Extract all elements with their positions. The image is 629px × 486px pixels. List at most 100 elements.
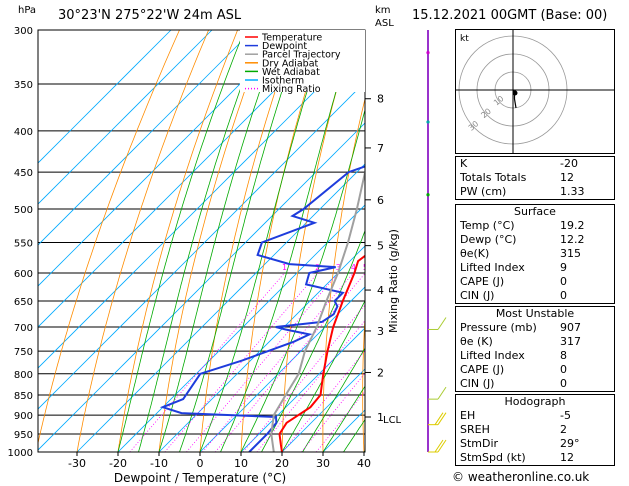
indices-box: K -20 Totals Totals 12 PW (cm) 1.33 bbox=[455, 156, 615, 200]
wind-barb-flag bbox=[434, 439, 444, 453]
index-row: CAPE (J) 0 bbox=[456, 363, 614, 377]
legend-background bbox=[240, 30, 365, 92]
legend-entry: Isotherm bbox=[262, 76, 304, 87]
wind-barb-flag bbox=[437, 439, 447, 453]
temperature-tick-label: 20 bbox=[275, 457, 289, 470]
isotherm-line bbox=[38, 30, 336, 328]
index-label: Lifted Index bbox=[460, 261, 525, 274]
height-unit-label-asl: ASL bbox=[375, 18, 394, 29]
mixing-ratio-label: 10 bbox=[399, 263, 409, 272]
index-label: CAPE (J) bbox=[460, 363, 505, 376]
pressure-tick-label: 1000 bbox=[8, 448, 33, 459]
wind-marker bbox=[426, 193, 430, 197]
index-label: θe(K) bbox=[460, 247, 490, 260]
mixing-ratio-label: 2 bbox=[315, 263, 320, 272]
height-tick-label: 4 bbox=[377, 284, 384, 297]
mixing-ratio-label: 4 bbox=[351, 263, 356, 272]
mixing-ratio-label: 3 bbox=[336, 263, 341, 272]
temperature-tick-label: -30 bbox=[68, 457, 86, 470]
isotherm-line bbox=[240, 327, 365, 452]
legend-entry: Temperature bbox=[261, 33, 322, 44]
temperature-line bbox=[278, 254, 365, 452]
index-value: -20 bbox=[560, 157, 578, 170]
dry-adiabat-line bbox=[76, 30, 209, 452]
dry-adiabat-line bbox=[158, 30, 268, 452]
legend-entry: Wet Adiabat bbox=[262, 67, 320, 78]
height-tick-label: 6 bbox=[377, 194, 384, 207]
mixing-ratio-line bbox=[282, 350, 365, 452]
legend-entry: Mixing Ratio bbox=[262, 84, 321, 95]
wet-adiabat-line bbox=[261, 229, 365, 452]
index-value: 8 bbox=[560, 349, 567, 362]
wind-barb-flag bbox=[434, 412, 444, 425]
isotherm-line bbox=[76, 163, 365, 452]
height-unit-label: km bbox=[375, 5, 391, 16]
height-tick-label: 7 bbox=[377, 142, 384, 155]
isotherm-line bbox=[38, 81, 365, 410]
index-row: Temp (°C) 19.2 bbox=[456, 219, 614, 233]
dry-adiabat-line bbox=[322, 97, 365, 452]
legend-entry: Parcel Trajectory bbox=[262, 50, 341, 61]
index-value: 315 bbox=[560, 247, 581, 260]
pressure-tick-label: 750 bbox=[14, 347, 33, 358]
lcl-label: LCL bbox=[383, 415, 402, 426]
index-value: 907 bbox=[560, 321, 581, 334]
pressure-tick-label: 850 bbox=[14, 391, 33, 402]
legend-entry: Dry Adiabat bbox=[262, 58, 319, 69]
mixing-ratio-label: 1 bbox=[282, 263, 287, 272]
dry-adiabat-line bbox=[362, 311, 365, 452]
wet-adiabat-line bbox=[220, 30, 355, 452]
wet-adiabat-line bbox=[179, 30, 303, 452]
index-label: CAPE (J) bbox=[460, 275, 505, 288]
footer-credit: © weatheronline.co.uk bbox=[452, 470, 590, 484]
x-axis-label: Dewpoint / Temperature (°C) bbox=[114, 471, 286, 485]
isotherm-line bbox=[38, 30, 213, 205]
isotherm-line bbox=[38, 122, 365, 451]
index-label: CIN (J) bbox=[460, 377, 495, 390]
section-title: Most Unstable bbox=[495, 307, 575, 320]
mixing-ratio-label: 5 bbox=[363, 263, 368, 272]
index-label: Lifted Index bbox=[460, 349, 525, 362]
index-value: 12.2 bbox=[560, 233, 585, 246]
dry-adiabat-line bbox=[401, 30, 441, 452]
pressure-tick-label: 350 bbox=[14, 80, 33, 91]
wet-adiabat-line bbox=[158, 30, 282, 452]
index-row: θe (K) 317 bbox=[456, 335, 614, 349]
dewpoint-line bbox=[159, 165, 365, 452]
index-label: CIN (J) bbox=[460, 289, 495, 302]
pressure-tick-label: 300 bbox=[14, 26, 33, 37]
dry-adiabat-line bbox=[38, 30, 180, 445]
index-value: -5 bbox=[560, 409, 571, 422]
wind-barb-flag bbox=[437, 386, 447, 400]
mixing-ratio-line bbox=[186, 272, 339, 452]
isotherm-line bbox=[199, 286, 365, 452]
index-row: θe(K) 315 bbox=[456, 247, 614, 261]
isotherm-line bbox=[158, 245, 365, 452]
index-label: StmDir bbox=[460, 437, 499, 450]
index-value: 0 bbox=[560, 363, 567, 376]
dry-adiabat-line bbox=[117, 30, 238, 452]
mixing-ratio-line bbox=[202, 272, 354, 452]
index-label: Pressure (mb) bbox=[460, 321, 537, 334]
height-tick-label: 8 bbox=[377, 93, 384, 106]
index-label: EH bbox=[460, 409, 476, 422]
legend-entry: Dewpoint bbox=[262, 41, 307, 52]
temperature-tick-label: -10 bbox=[150, 457, 168, 470]
wind-marker bbox=[426, 120, 430, 124]
index-row: StmDir 29° bbox=[456, 437, 614, 451]
index-label: θe (K) bbox=[460, 335, 493, 348]
datetime-title: 15.12.2021 00GMT (Base: 00) bbox=[412, 8, 608, 23]
isotherm-line bbox=[38, 30, 254, 246]
index-value: 12 bbox=[560, 171, 574, 184]
mixing-ratio-line bbox=[242, 304, 365, 452]
index-value: 0 bbox=[560, 377, 567, 390]
surface-box: Surface Temp (°C) 19.2 Dewp (°C) 12.2 θe(K) 31… bbox=[455, 204, 615, 304]
pressure-tick-label: 950 bbox=[14, 430, 33, 441]
index-value: 12 bbox=[560, 451, 574, 464]
index-value: 29° bbox=[560, 437, 580, 450]
temperature-tick-label: 30 bbox=[316, 457, 330, 470]
temperature-tick-label: 40 bbox=[357, 457, 371, 470]
dry-adiabat-line bbox=[240, 30, 326, 452]
